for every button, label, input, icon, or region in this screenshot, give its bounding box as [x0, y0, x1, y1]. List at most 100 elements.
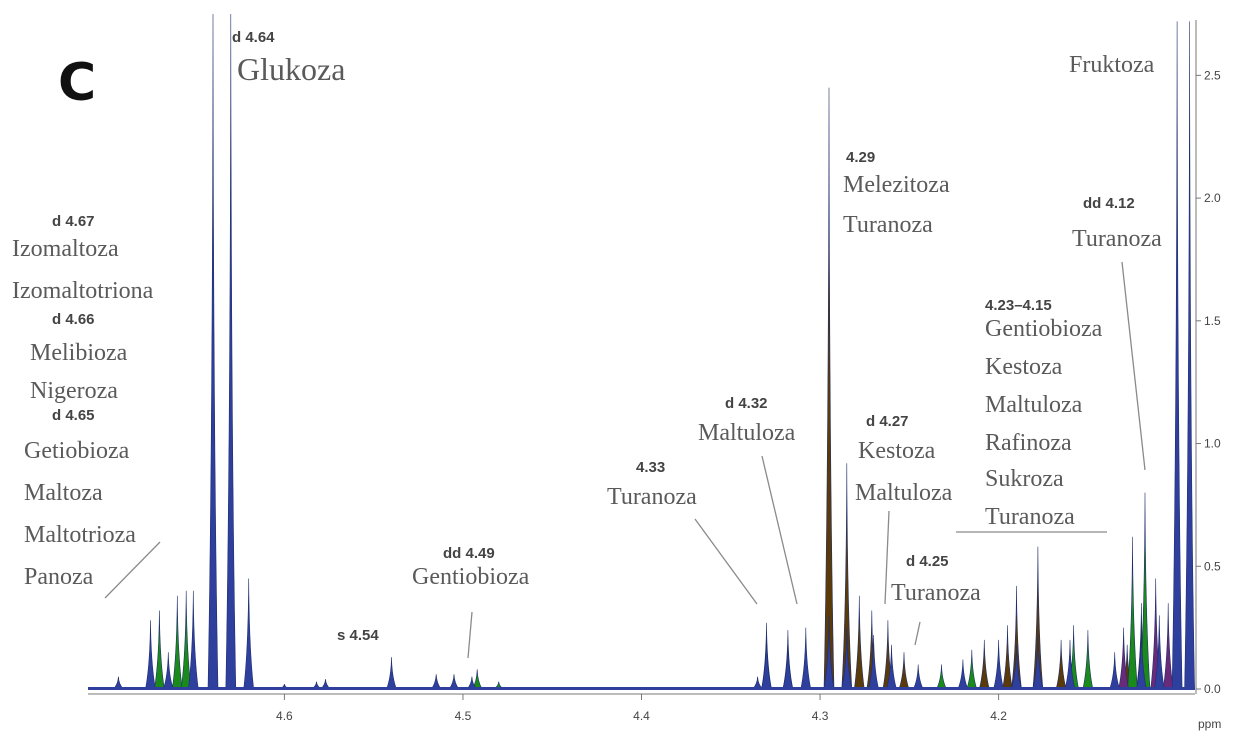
peak-0-1: [841, 463, 853, 690]
peak-3-31: [1171, 21, 1183, 690]
shift-label-4-12: dd 4.12: [1083, 195, 1135, 212]
compound-label-gentiobioza-range: Gentiobioza: [985, 316, 1103, 342]
peak-3-1: [145, 620, 156, 690]
peak-3-15: [761, 634, 772, 690]
peak-3-32: [1184, 21, 1195, 690]
peak-3-11: [430, 674, 442, 690]
shift-label-4-25: d 4.25: [906, 553, 949, 570]
compound-label-turanoza-range: Turanoza: [985, 504, 1075, 530]
shift-label-4-49: dd 4.49: [443, 545, 495, 562]
leader-lines: [104, 261, 1146, 659]
peak-3-20: [868, 634, 879, 690]
peak-1-11: [1127, 536, 1138, 690]
x-ticks: 4.6 4.5 4.4 4.3 4.2: [276, 694, 1007, 723]
peak-3-22: [912, 664, 924, 690]
peak-3-19: [841, 627, 853, 690]
peak-annotations: d 4.64 Glukoza d 4.67 Izomaltoza Izomalt…: [12, 29, 1162, 644]
peak-3-21: [886, 644, 897, 690]
y-tick-label: 2.5: [1204, 68, 1221, 82]
compound-label-turanoza-4-25: Turanoza: [891, 580, 981, 606]
shift-label-4-27: d 4.27: [866, 413, 909, 430]
compound-label-panoza: Panoza: [24, 564, 94, 590]
y-ticks: 0.0 0.5 1.0 1.5 2.0 2.5: [1196, 68, 1221, 696]
x-tick-label: 4.6: [276, 709, 293, 723]
x-axis-label: ppm: [1198, 717, 1221, 731]
peak-1-12: [1139, 492, 1151, 690]
shift-label-glukoza: d 4.64: [232, 29, 275, 46]
shift-label-4-67: d 4.67: [52, 213, 95, 230]
y-tick-label: 0.5: [1204, 559, 1221, 573]
peak-0-5: [898, 652, 910, 690]
compound-label-maltuloza-4-32: Maltuloza: [698, 420, 796, 446]
peak-3-12: [448, 674, 460, 690]
compound-label-turanoza-4-12: Turanoza: [1072, 226, 1162, 252]
peak-3-6: [243, 578, 255, 690]
compound-label-turanoza-4-33: Turanoza: [607, 484, 697, 510]
peak-1-10: [1082, 630, 1094, 690]
peak-3-25: [1011, 644, 1022, 690]
peak-3-4: [207, 13, 219, 690]
shift-label-4-29: 4.29: [846, 149, 875, 166]
peak-3-26: [1032, 634, 1044, 690]
peak-0-2: [853, 595, 865, 690]
compound-label-izomaltotriona: Izomaltotriona: [12, 278, 154, 304]
compound-label-kestoza-4-27: Kestoza: [858, 438, 936, 464]
compound-label-kestoza-range: Kestoza: [985, 354, 1063, 380]
y-tick-label: 1.5: [1204, 314, 1221, 328]
shift-label-4-23-4-15: 4.23–4.15: [985, 297, 1052, 314]
shift-label-4-65: d 4.65: [52, 407, 95, 424]
peak-1-3: [471, 669, 483, 690]
compound-label-gentiobioza-4-49: Gentiobioza: [412, 564, 530, 590]
peak-0-8: [1011, 585, 1022, 690]
peak-3-17: [800, 627, 812, 690]
peak-3-23: [957, 659, 969, 690]
compound-label-melezitoza: Melezitoza: [843, 172, 950, 198]
x-tick-label: 4.5: [455, 709, 472, 723]
shift-label-4-54: s 4.54: [337, 627, 379, 644]
peak-3-2: [162, 652, 174, 690]
shift-label-4-32: d 4.32: [725, 395, 768, 412]
peak-1-8: [966, 649, 978, 690]
shift-label-4-33: 4.33: [636, 459, 665, 476]
peak-0-10: [1055, 639, 1067, 690]
shift-label-4-66: d 4.66: [52, 311, 95, 328]
compound-label-rafinoza-range: Rafinoza: [985, 430, 1072, 456]
compound-label-melibioza: Melibioza: [30, 340, 128, 366]
peak-3-3: [187, 590, 199, 690]
compound-label-maltoza: Maltoza: [24, 480, 103, 506]
compound-label-nigeroza: Nigeroza: [30, 378, 118, 404]
peak-3-30: [1153, 615, 1165, 690]
x-tick-label: 4.2: [990, 709, 1007, 723]
compound-label-sukroza-range: Sukroza: [985, 466, 1064, 492]
x-tick-label: 4.4: [633, 709, 650, 723]
peak-3-16: [782, 639, 794, 690]
peak-1-2: [180, 590, 192, 690]
peak-3-10: [386, 657, 397, 690]
peak-3-18: [823, 615, 835, 690]
peak-0-6: [978, 639, 990, 690]
peak-0-7: [1002, 625, 1013, 690]
peak-0-0: [823, 87, 835, 690]
compound-label-turanoza-4-29: Turanoza: [843, 212, 933, 238]
peak-3-29: [1136, 627, 1147, 690]
y-tick-label: 1.0: [1204, 437, 1221, 451]
y-tick-label: 0.0: [1204, 682, 1221, 696]
peak-2-2: [1162, 603, 1174, 690]
peak-1-1: [171, 595, 183, 690]
spectrum-series: [88, 13, 1195, 690]
compound-label-maltotrioza: Maltotrioza: [24, 522, 136, 548]
peak-1-7: [936, 664, 947, 690]
peak-3-27: [1064, 639, 1076, 690]
compound-label-izomaltoza: Izomaltoza: [12, 236, 119, 262]
compound-label-maltuloza-4-27: Maltuloza: [855, 480, 953, 506]
x-tick-label: 4.3: [812, 709, 829, 723]
compound-label-fruktoza: Fruktoza: [1069, 52, 1155, 78]
peak-3-24: [993, 639, 1004, 690]
peak-0-9: [1032, 546, 1044, 690]
compound-label-maltuloza-range: Maltuloza: [985, 392, 1083, 418]
panel-label: C: [58, 53, 96, 113]
peak-3-5: [225, 13, 237, 690]
baseline: [88, 687, 1195, 690]
peak-1-0: [154, 610, 165, 690]
